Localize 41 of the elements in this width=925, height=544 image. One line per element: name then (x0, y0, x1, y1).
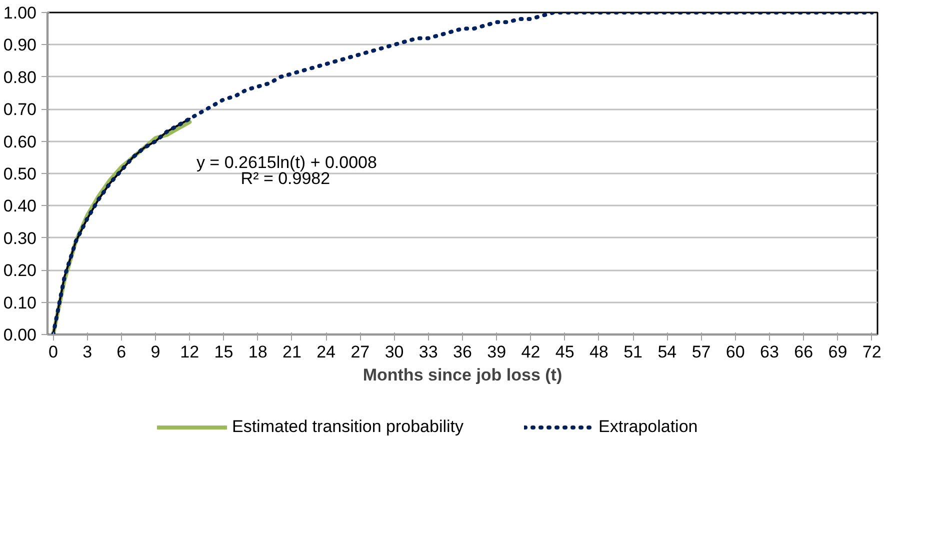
x-tick-label: 36 (453, 342, 472, 362)
x-tick-label: 6 (116, 342, 126, 362)
x-axis-title: Months since job loss (t) (362, 366, 562, 384)
x-tick-label: 66 (794, 342, 814, 362)
x-tick-label: 51 (624, 342, 643, 362)
x-tick-label: 63 (760, 342, 779, 362)
x-tick-label: 54 (658, 342, 677, 362)
x-tick-label: 12 (180, 342, 200, 362)
legend-label: Estimated transition probability (232, 417, 464, 437)
x-tick-label: 72 (862, 342, 882, 362)
y-tick-label: 0.80 (3, 68, 37, 87)
x-tick-label: 60 (726, 342, 745, 362)
x-tick-label: 21 (282, 342, 302, 362)
x-tick-label: 9 (150, 342, 160, 362)
y-tick-label: 0.40 (3, 196, 37, 216)
y-tick-label: 0.90 (3, 36, 37, 55)
legend-label: Extrapolation (598, 417, 698, 437)
x-tick-label: 0 (48, 342, 58, 362)
y-tick-label: 0.30 (3, 228, 37, 248)
x-tick-label: 45 (555, 342, 574, 362)
x-tick-label: 18 (248, 342, 268, 362)
y-tick-label: 0.50 (3, 164, 37, 184)
x-tick-label: 39 (487, 342, 506, 362)
x-tick-label: 42 (521, 342, 540, 362)
x-tick-label: 24 (316, 342, 336, 362)
x-tick-label: 69 (828, 342, 848, 362)
y-tick-label: 1.00 (3, 4, 37, 22)
y-tick-label: 0.70 (3, 100, 37, 120)
x-tick-label: 33 (418, 342, 438, 362)
annotation: y = 0.2615ln(t) + 0.0008 (196, 152, 377, 172)
line-series (51, 12, 874, 334)
x-tick-label: 57 (692, 342, 711, 362)
x-tick-label: 27 (350, 342, 370, 362)
y-tick-label: 0.10 (3, 293, 37, 312)
y-tick-label: 0.00 (3, 326, 37, 344)
x-tick-label: 3 (82, 342, 92, 362)
y-tick-label: 0.20 (3, 261, 37, 280)
y-tick-label: 0.60 (3, 132, 37, 152)
x-tick-label: 30 (384, 342, 404, 362)
x-tick-label: 15 (214, 342, 234, 362)
x-tick-label: 48 (589, 342, 608, 362)
